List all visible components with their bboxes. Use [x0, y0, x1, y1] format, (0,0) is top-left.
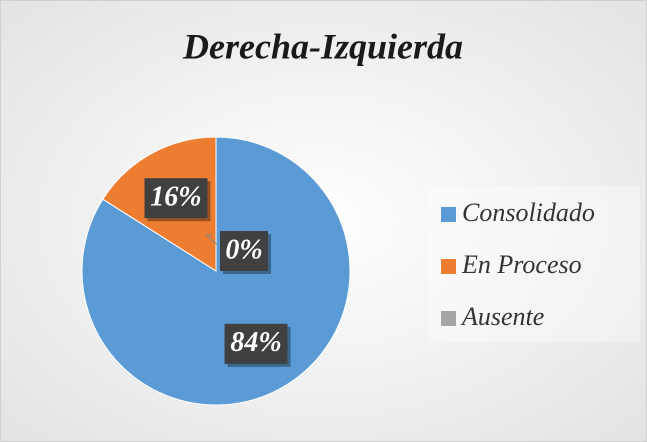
legend-swatch [441, 259, 456, 274]
data-label: 0% [225, 234, 262, 265]
legend-label: Ausente [460, 302, 544, 331]
legend-swatch [441, 311, 456, 326]
data-label-box [144, 178, 208, 219]
legend-label: Consolidado [462, 198, 595, 227]
legend-label: En Proceso [461, 250, 582, 279]
data-label-box [220, 231, 268, 271]
leader-line [204, 234, 219, 246]
legend-box [428, 186, 640, 342]
data-label: 16% [150, 182, 201, 213]
data-label: 84% [230, 327, 281, 358]
legend-swatch [441, 207, 456, 222]
chart-title: Derecha-Izquierda [182, 26, 463, 66]
data-label-box [224, 323, 288, 364]
